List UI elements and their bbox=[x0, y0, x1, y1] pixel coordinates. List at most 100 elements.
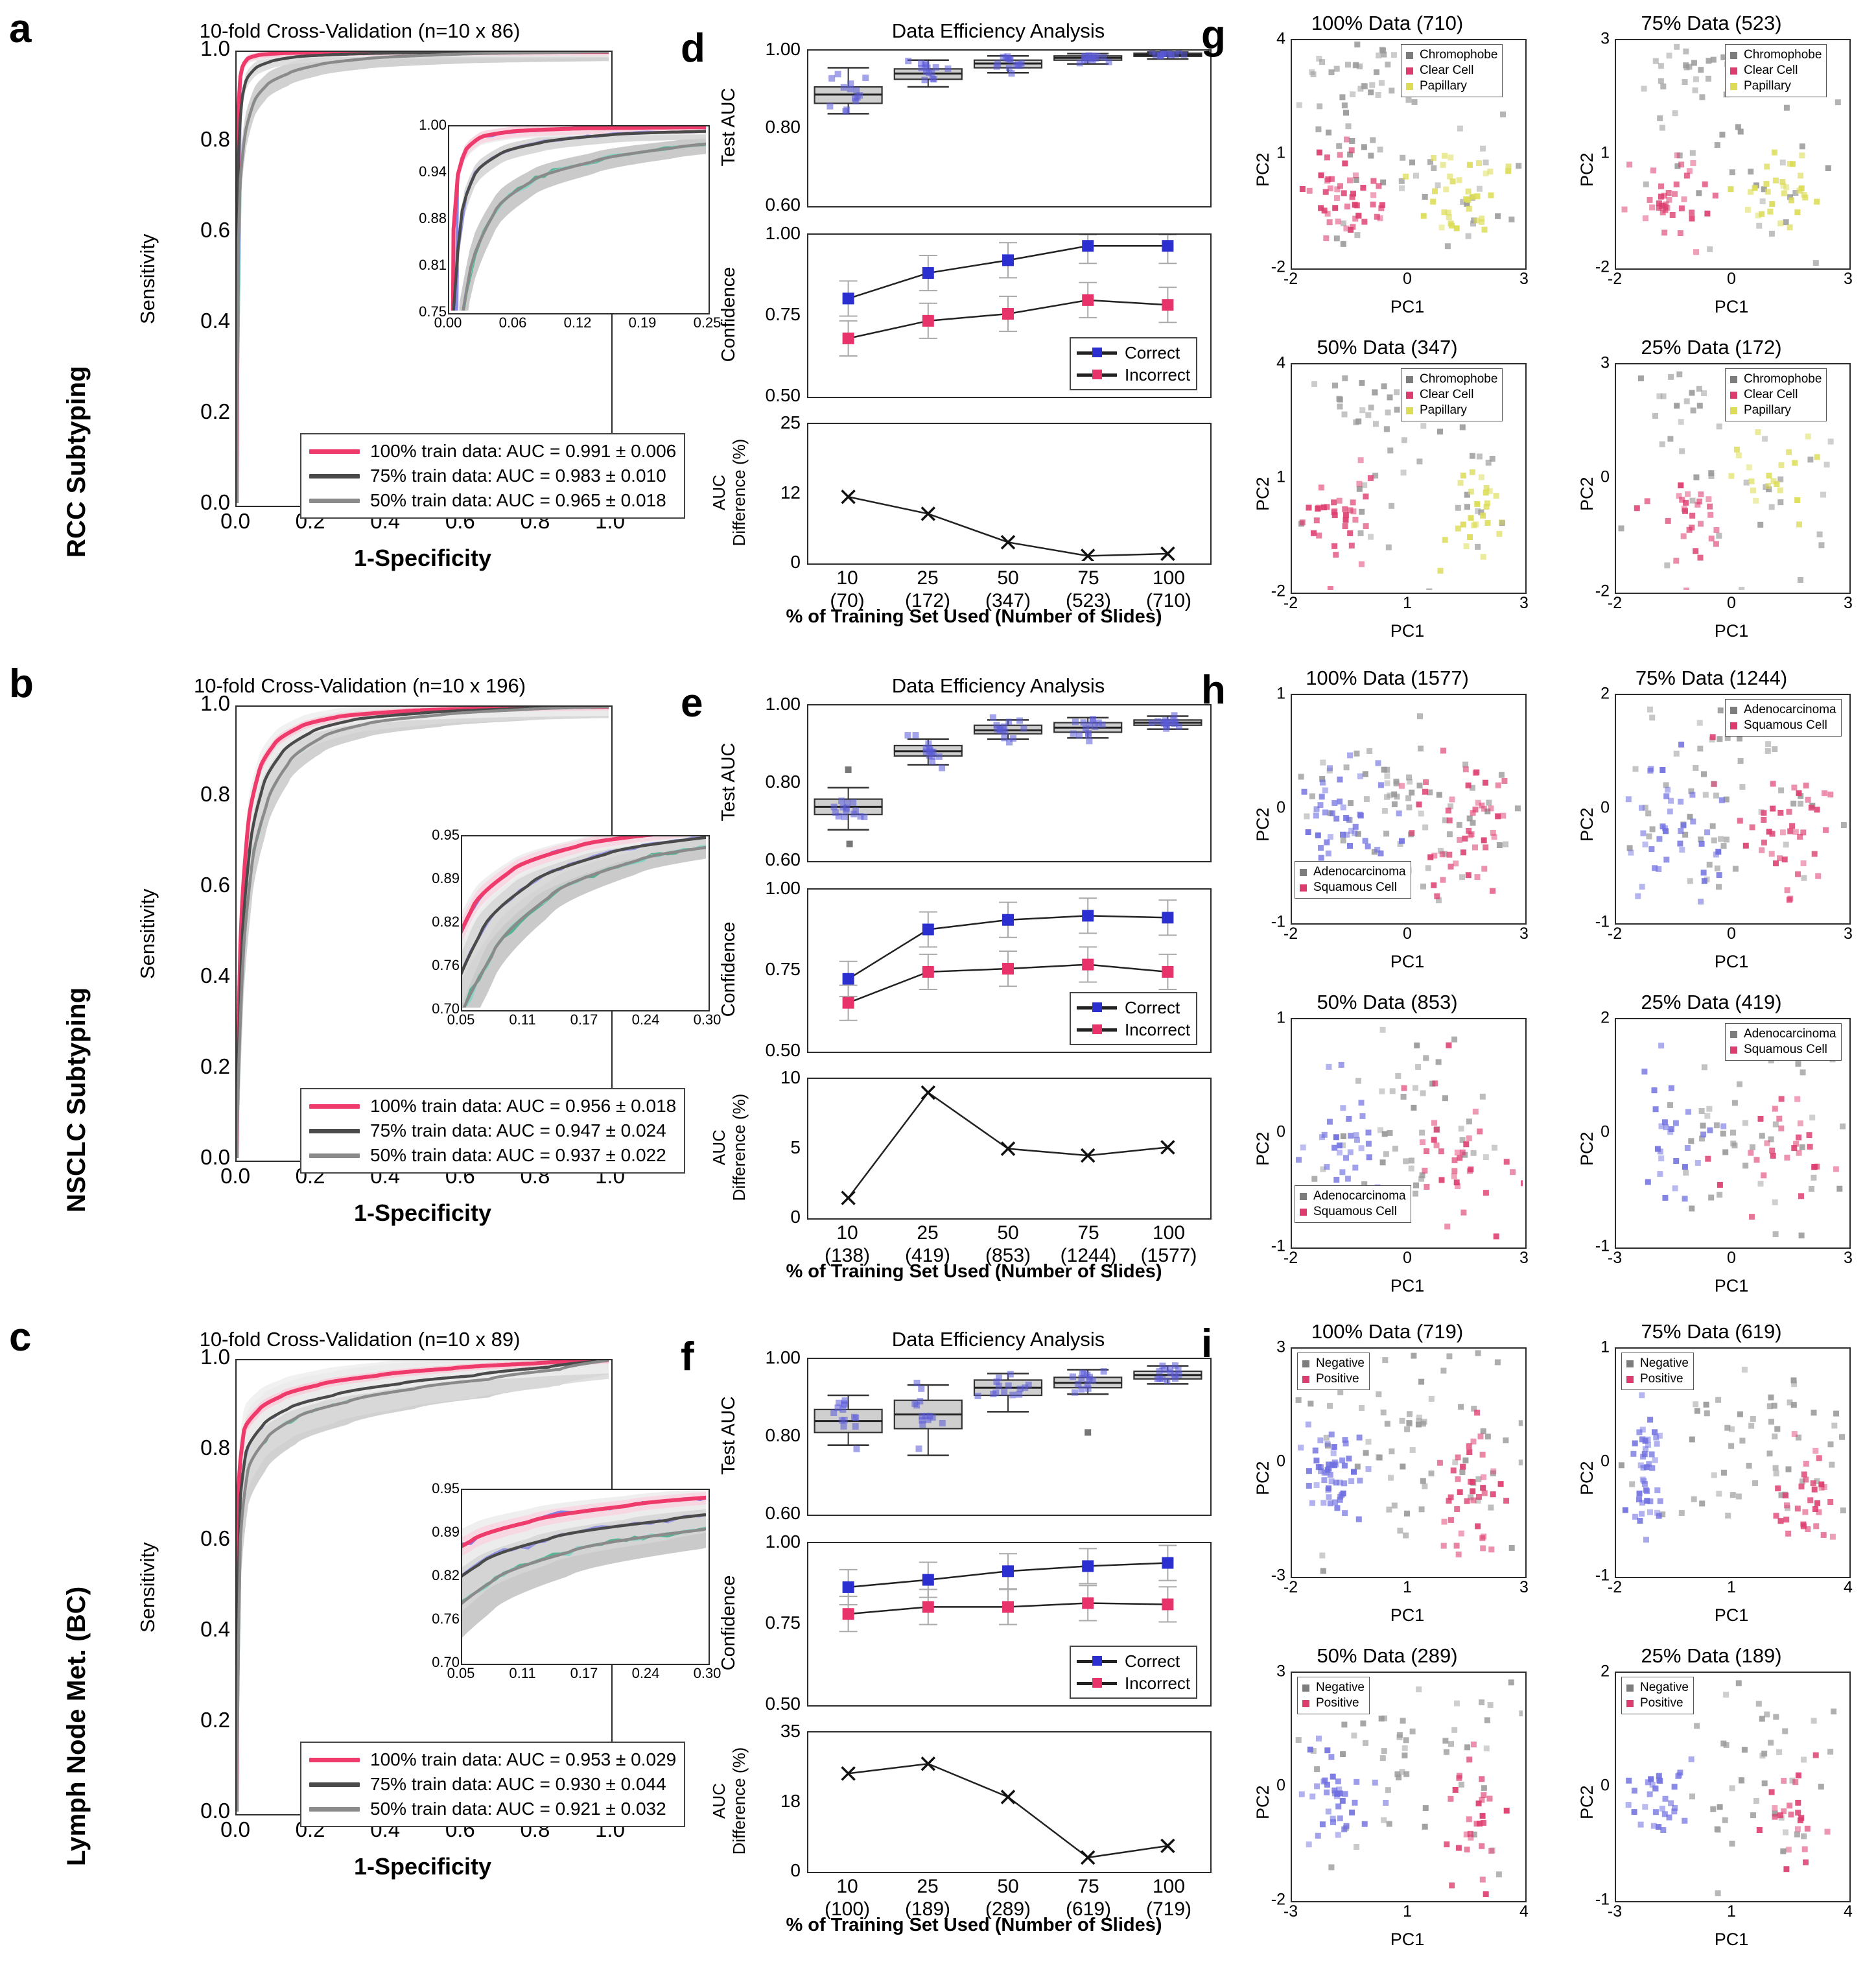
de-x-axis-label: % of Training Set Used (Number of Slides… bbox=[786, 1261, 1162, 1282]
pca-legend-marker-1 bbox=[1730, 391, 1737, 399]
roc-legend-label-1: 75% train data: AUC = 0.983 ± 0.010 bbox=[370, 466, 666, 486]
de-x-tick-2: 50 bbox=[997, 567, 1019, 589]
de-y-tick-test-auc: 1.00 bbox=[765, 1347, 801, 1367]
roc-legend-label-2: 50% train data: AUC = 0.937 ± 0.022 bbox=[370, 1145, 666, 1165]
roc-inset-y-tick: 0.70 bbox=[432, 1000, 460, 1017]
pca-y-tick: 0 bbox=[1276, 1776, 1285, 1795]
de-y-tick-auc-difference: 18 bbox=[780, 1790, 801, 1811]
pca-legend-marker-0 bbox=[1626, 1684, 1634, 1692]
pca-subplot-2: 50% Data (289) PC2 PC1 3 0 -2 -3 1 4 Negative Posi… bbox=[1235, 1644, 1540, 1956]
roc-inset-y-tick: 0.75 bbox=[419, 303, 447, 320]
pca-y-tick: 1 bbox=[1276, 467, 1285, 486]
roc-legend-row: 50% train data: AUC = 0.921 ± 0.032 bbox=[309, 1797, 676, 1821]
de-legend-row: Incorrect bbox=[1077, 364, 1190, 386]
de-x-tick-3: 75 bbox=[1077, 1222, 1099, 1244]
pca-y-tick: 1 bbox=[1276, 684, 1285, 703]
de-y-tick-test-auc: 1.00 bbox=[765, 39, 801, 59]
pca-legend-label-2: Papillary bbox=[1744, 403, 1791, 417]
pca-x-tick: 0 bbox=[1403, 270, 1412, 288]
de-x-tick-4: 100 bbox=[1152, 567, 1186, 589]
row-label-a: RCC Subtyping bbox=[62, 366, 91, 558]
pca-legend-row: Negative bbox=[1626, 1356, 1689, 1371]
pca-legend: Negative Positive bbox=[1297, 1353, 1370, 1390]
pca-legend-label-1: Positive bbox=[1316, 1696, 1359, 1710]
de-legend-label-1: Incorrect bbox=[1125, 1019, 1191, 1039]
roc-y-tick: 0.0 bbox=[200, 1799, 230, 1823]
panel-letter-i: i bbox=[1201, 1321, 1213, 1366]
pca-x-axis-label: PC1 bbox=[1714, 297, 1749, 316]
roc-y-ticks: 1.0 0.8 0.6 0.4 0.2 0.0 bbox=[152, 1345, 230, 1823]
roc-legend-label-0: 100% train data: AUC = 0.991 ± 0.006 bbox=[370, 441, 677, 461]
roc-y-tick: 0.8 bbox=[200, 1436, 230, 1460]
de-legend-label-0: Correct bbox=[1125, 1651, 1180, 1671]
de-y-tick-test-auc: 0.60 bbox=[765, 195, 801, 215]
roc-legend-row: 75% train data: AUC = 0.947 ± 0.024 bbox=[309, 1118, 676, 1143]
roc-y-tick: 0.4 bbox=[200, 309, 230, 333]
pca-legend-marker-0 bbox=[1730, 375, 1737, 383]
pca-legend-label-0: Chromophobe bbox=[1420, 48, 1498, 62]
roc-title: 10-fold Cross-Validation (n=10 x 86) bbox=[199, 19, 521, 42]
de-y-tick-confidence: 0.50 bbox=[765, 385, 801, 405]
de-legend-marker-0 bbox=[1092, 1655, 1102, 1666]
pca-legend-marker-0 bbox=[1626, 1360, 1634, 1367]
data-efficiency-panel-f: f Data Efficiency Analysis % of Training S… bbox=[681, 1328, 1212, 1950]
pca-legend-label-1: Positive bbox=[1316, 1372, 1359, 1386]
de-legend-marker-0 bbox=[1092, 347, 1102, 357]
pca-x-tick: 1 bbox=[1403, 1902, 1412, 1921]
pca-x-tick: -2 bbox=[1283, 1578, 1298, 1596]
pca-legend-label-0: Negative bbox=[1316, 1681, 1365, 1694]
pca-y-tick: 3 bbox=[1276, 1662, 1285, 1681]
de-y-tick-confidence: 0.75 bbox=[765, 1613, 801, 1633]
pca-x-tick: 0 bbox=[1403, 925, 1412, 943]
de-legend-label-1: Incorrect bbox=[1125, 1673, 1191, 1693]
de-legend-swatch-0 bbox=[1077, 1655, 1117, 1666]
roc-legend-swatch-2 bbox=[309, 1806, 360, 1812]
pca-legend-row: Papillary bbox=[1730, 78, 1822, 94]
roc-inset-y-tick: 0.76 bbox=[432, 957, 460, 973]
de-y-tick-auc-difference: 25 bbox=[780, 412, 801, 432]
de-x-tick-1: 25 bbox=[917, 1876, 939, 1897]
pca-subplot-title: 50% Data (289) bbox=[1317, 1644, 1458, 1667]
pca-legend-row: Negative bbox=[1302, 1680, 1365, 1696]
de-subplot-confidence bbox=[807, 1542, 1212, 1707]
de-legend-row: Incorrect bbox=[1077, 1672, 1190, 1694]
pca-legend-label-2: Papillary bbox=[1744, 79, 1791, 93]
pca-block-g: g 100% Data (710) PC2 PC1 4 1 -2 -2 0 3 Chromophob… bbox=[1201, 12, 1870, 650]
pca-x-tick: -3 bbox=[1283, 1902, 1298, 1921]
pca-x-axis-label: PC1 bbox=[1714, 1930, 1749, 1949]
pca-legend-marker-0 bbox=[1406, 51, 1413, 59]
pca-legend-row: Papillary bbox=[1406, 403, 1497, 418]
de-legend: Correct Incorrect bbox=[1070, 337, 1198, 390]
pca-x-tick: 3 bbox=[1844, 594, 1853, 612]
de-x-tick-slides-1: (419) bbox=[904, 1245, 951, 1266]
pca-y-tick: 1 bbox=[1600, 1338, 1610, 1356]
roc-legend-row: 100% train data: AUC = 0.953 ± 0.029 bbox=[309, 1747, 676, 1772]
pca-subplot-title: 25% Data (419) bbox=[1641, 991, 1782, 1013]
de-x-tick-1: 25 bbox=[917, 1222, 939, 1244]
pca-legend: Adenocarcinoma Squamous Cell bbox=[1725, 699, 1842, 737]
de-legend-swatch-0 bbox=[1077, 347, 1117, 357]
de-x-tick-slides-2: (289) bbox=[985, 1898, 1031, 1920]
roc-x-tick: 0.0 bbox=[220, 1817, 250, 1841]
pca-legend-marker-1 bbox=[1406, 391, 1413, 399]
pca-y-tick: -2 bbox=[1595, 582, 1610, 600]
roc-inset-x-tick: 0.00 bbox=[434, 314, 462, 331]
pca-legend-marker-0 bbox=[1730, 706, 1737, 714]
pca-y-tick: -3 bbox=[1271, 1566, 1285, 1585]
panel-letter-e: e bbox=[681, 681, 703, 726]
pca-legend-label-0: Chromophobe bbox=[1744, 48, 1822, 62]
de-y-tick-test-auc: 0.60 bbox=[765, 849, 801, 869]
pca-x-axis-label: PC1 bbox=[1390, 952, 1425, 971]
roc-legend-row: 100% train data: AUC = 0.991 ± 0.006 bbox=[309, 439, 676, 464]
pca-subplot-title: 100% Data (1577) bbox=[1306, 667, 1469, 689]
pca-x-tick: 0 bbox=[1727, 270, 1736, 288]
pca-x-tick: 3 bbox=[1844, 925, 1853, 943]
pca-x-tick: 3 bbox=[1519, 270, 1529, 288]
pca-x-tick: 0 bbox=[1403, 1249, 1412, 1267]
roc-inset-y-tick: 0.89 bbox=[432, 870, 460, 886]
pca-legend-row: Clear Cell bbox=[1406, 387, 1497, 403]
roc-legend: 100% train data: AUC = 0.991 ± 0.006 75% … bbox=[300, 433, 686, 519]
roc-inset-x-tick: 0.25 bbox=[693, 314, 721, 331]
de-x-tick-0: 10 bbox=[836, 567, 858, 589]
pca-legend-row: Papillary bbox=[1730, 403, 1822, 418]
